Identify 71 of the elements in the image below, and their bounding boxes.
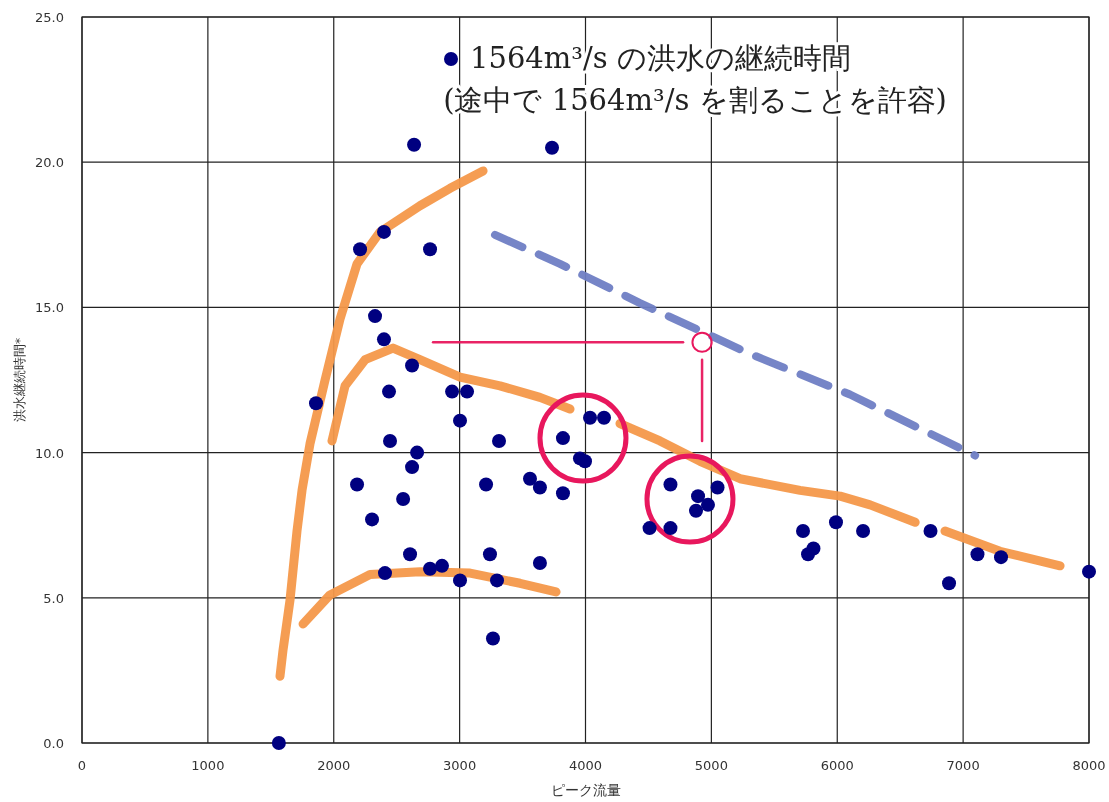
x-tick-label: 7000	[946, 758, 980, 773]
point	[801, 547, 816, 562]
point	[479, 477, 494, 492]
point	[597, 410, 611, 425]
point	[453, 573, 467, 588]
point	[492, 433, 507, 448]
point	[555, 431, 570, 446]
point	[376, 332, 391, 347]
point	[522, 471, 537, 486]
x-axis-title: ピーク流量	[550, 782, 621, 798]
point	[555, 486, 570, 501]
point	[435, 558, 449, 573]
point	[689, 503, 704, 518]
point	[353, 242, 368, 257]
point	[923, 524, 938, 539]
point	[642, 521, 657, 536]
point	[828, 515, 843, 530]
y-tick-label: 20.0	[35, 155, 64, 171]
point	[485, 631, 500, 646]
point	[663, 477, 678, 492]
point	[423, 242, 438, 257]
point	[490, 573, 505, 588]
y-axis-title: 洪水継続時間*	[12, 337, 27, 423]
point	[405, 460, 420, 475]
point	[663, 521, 678, 536]
point	[796, 524, 811, 539]
point	[423, 561, 438, 576]
point	[376, 224, 391, 239]
y-tick-label: 5.0	[43, 590, 64, 606]
point	[710, 480, 725, 495]
x-tick-label: 2000	[317, 758, 351, 773]
point	[271, 736, 286, 750]
point	[583, 410, 598, 425]
x-tick-label: 3000	[443, 758, 477, 773]
x-tick-label: 8000	[1072, 758, 1106, 773]
point	[453, 413, 467, 428]
point	[396, 492, 411, 507]
point	[545, 140, 560, 155]
x-tick-label: 5000	[694, 758, 728, 773]
point	[365, 512, 380, 527]
point	[1082, 564, 1096, 579]
x-tick-label: 6000	[820, 758, 854, 773]
point	[532, 555, 547, 570]
x-tick-label: 0	[77, 758, 87, 773]
point	[994, 550, 1009, 565]
point	[460, 384, 475, 399]
point	[578, 454, 592, 469]
point	[482, 547, 497, 562]
y-tick-label: 0.0	[43, 736, 64, 751]
y-tick-label: 15.0	[35, 300, 64, 316]
y-tick-label: 25.0	[35, 10, 64, 25]
x-tick-label: 1000	[191, 758, 225, 773]
point	[856, 524, 871, 539]
point	[691, 489, 706, 504]
point	[700, 497, 715, 512]
point	[970, 547, 985, 562]
point	[309, 396, 323, 411]
point	[942, 576, 957, 591]
point	[407, 137, 422, 152]
point	[383, 433, 398, 448]
point	[368, 309, 383, 324]
point	[382, 384, 397, 399]
point	[405, 358, 420, 373]
y-tick-label: 10.0	[35, 445, 64, 461]
point	[532, 480, 547, 495]
point	[445, 384, 460, 399]
point	[410, 445, 425, 460]
point	[350, 477, 365, 492]
x-tick-label: 4000	[568, 758, 603, 773]
point	[377, 566, 392, 581]
point	[403, 547, 418, 562]
